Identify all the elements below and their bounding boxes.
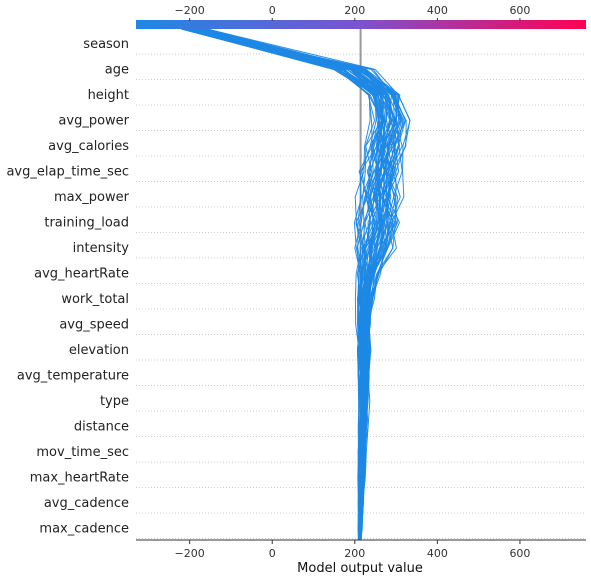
decision-line: [181, 28, 382, 541]
decision-line: [186, 28, 385, 541]
feature-label: training_load: [44, 216, 129, 231]
decision-lines: [181, 28, 411, 541]
feature-label: max_heartRate: [30, 471, 129, 486]
feature-label: distance: [74, 420, 129, 435]
x-axis-title: Model output value: [297, 561, 423, 576]
feature-label: max_power: [54, 190, 130, 205]
decision-line: [196, 28, 384, 541]
decision-line: [191, 28, 376, 541]
feature-label: height: [88, 88, 129, 103]
top-tick-label: 200: [344, 4, 365, 17]
feature-label: elevation: [69, 343, 129, 358]
decision-line: [197, 28, 384, 541]
feature-label: avg_temperature: [17, 369, 129, 384]
top-tick-label: −200: [175, 4, 205, 17]
bottom-tick-label: −200: [175, 547, 205, 560]
top-tick-label: 0: [269, 4, 276, 17]
decision-line: [183, 28, 380, 541]
top-tick-label: 600: [509, 4, 530, 17]
feature-label: avg_speed: [59, 318, 129, 333]
decision-line: [195, 28, 374, 541]
bottom-tick-label: 0: [269, 547, 276, 560]
decision-line: [191, 28, 407, 541]
bottom-tick-label: 400: [427, 547, 448, 560]
top-axis: −200 0 200 400 600: [175, 4, 530, 21]
decision-line: [192, 28, 387, 541]
feature-label: season: [83, 37, 129, 52]
feature-label: work_total: [61, 292, 129, 307]
decision-line: [196, 28, 384, 541]
feature-label: avg_cadence: [44, 496, 129, 511]
bottom-axis: −200 0 200 400 600: [175, 540, 530, 560]
bottom-tick-label: 200: [344, 547, 365, 560]
decision-line: [183, 28, 385, 541]
decision-line: [191, 28, 384, 541]
feature-label: intensity: [73, 241, 130, 256]
decision-line: [199, 28, 404, 541]
feature-label: max_cadence: [39, 522, 129, 537]
top-tick-label: 400: [427, 4, 448, 17]
feature-label: avg_power: [58, 114, 129, 129]
decision-line: [190, 28, 382, 541]
decision-line: [181, 28, 383, 541]
decision-line: [182, 28, 385, 541]
feature-label: avg_elap_time_sec: [6, 165, 129, 180]
feature-label: type: [100, 394, 129, 409]
feature-label: age: [105, 63, 129, 78]
decision-line: [181, 28, 377, 541]
decision-line: [183, 28, 383, 541]
feature-label: avg_heartRate: [34, 267, 129, 282]
decision-line: [196, 28, 383, 540]
decision-line: [182, 28, 381, 541]
decision-line: [188, 28, 384, 541]
colorbar: [136, 20, 586, 29]
decision-line: [199, 28, 387, 541]
decision-line: [194, 28, 380, 541]
decision-line: [188, 28, 385, 541]
feature-label: mov_time_sec: [36, 445, 129, 460]
feature-labels: season age height avg_power avg_calories avg_…: [6, 37, 129, 537]
decision-line: [181, 28, 371, 541]
decision-line: [195, 28, 395, 541]
decision-line: [195, 28, 386, 541]
decision-line: [184, 28, 386, 541]
feature-label: avg_calories: [48, 139, 129, 154]
bottom-tick-label: 600: [509, 547, 530, 560]
decision-line: [193, 28, 387, 541]
